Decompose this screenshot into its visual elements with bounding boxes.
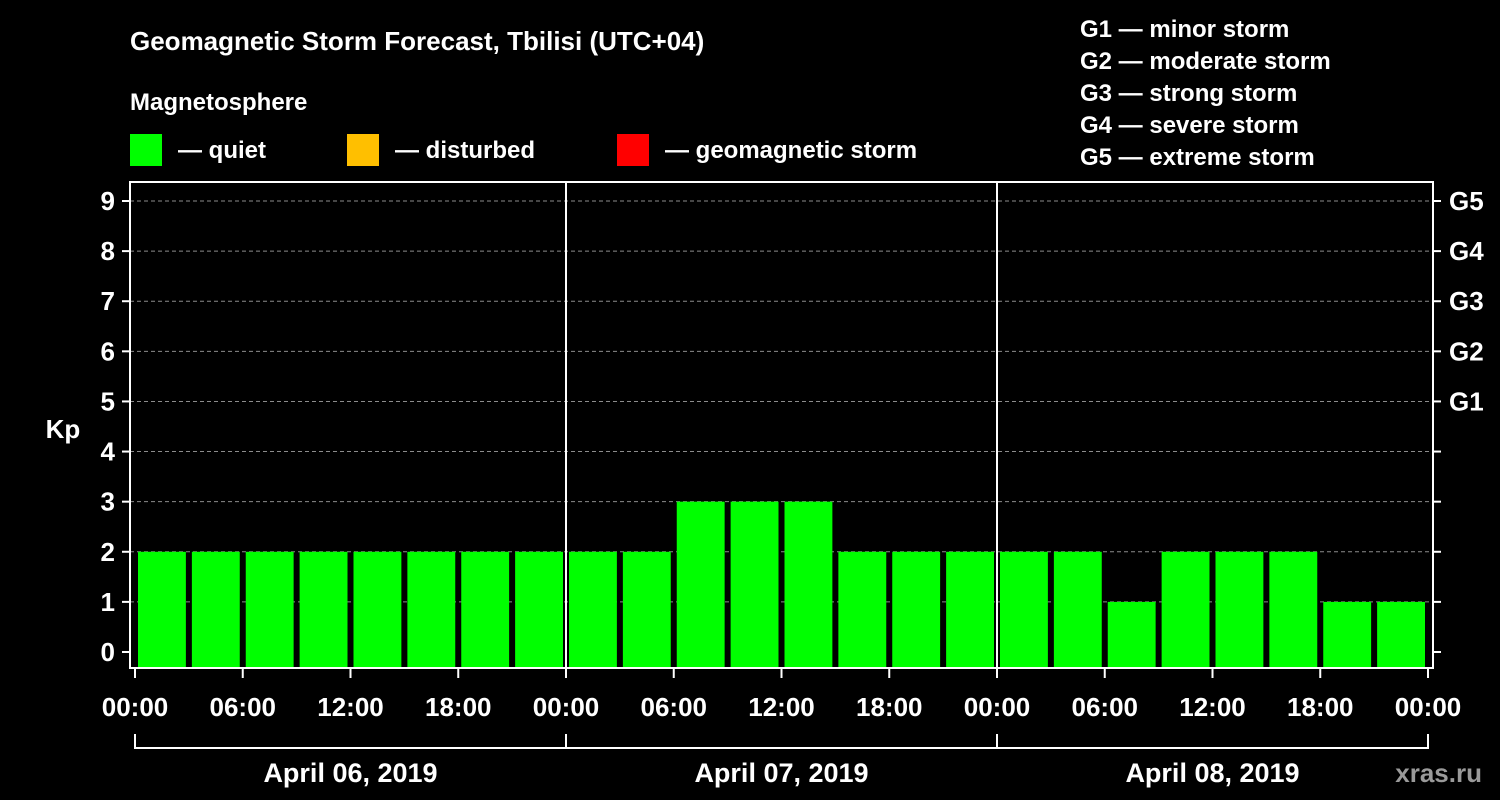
kp-bar-6 xyxy=(407,551,456,668)
y-tick-label-5: 5 xyxy=(101,386,115,416)
legend-swatch-storm xyxy=(617,134,649,166)
legend: — quiet — disturbed — geomagnetic storm xyxy=(130,134,917,166)
kp-bar-14 xyxy=(838,551,887,668)
x-tick-label-4: 00:00 xyxy=(533,692,600,722)
x-tick-label-3: 18:00 xyxy=(425,692,492,722)
kp-bar-5 xyxy=(353,551,402,668)
kp-bar-15 xyxy=(892,551,941,668)
x-tick-label-0: 00:00 xyxy=(102,692,169,722)
x-tick-label-10: 12:00 xyxy=(1179,692,1246,722)
kp-bar-18 xyxy=(1053,551,1102,668)
x-tick-label-9: 06:00 xyxy=(1072,692,1139,722)
storm-scale-legend: G1 — minor storm G2 — moderate storm G3 … xyxy=(1080,16,1331,171)
storm-level-label-g5: G5 xyxy=(1449,186,1484,216)
y-axis-label: Kp xyxy=(46,414,81,444)
storm-level-label-g4: G4 xyxy=(1449,236,1484,266)
y-tick-label-0: 0 xyxy=(101,637,115,667)
storm-scale-g2: G2 — moderate storm xyxy=(1080,48,1331,75)
legend-label-quiet: — quiet xyxy=(178,137,266,164)
storm-level-label-g3: G3 xyxy=(1449,286,1484,316)
day-label-0: April 06, 2019 xyxy=(263,758,437,788)
x-tick-label-7: 18:00 xyxy=(856,692,923,722)
y-tick-label-2: 2 xyxy=(101,537,115,567)
legend-label-storm: — geomagnetic storm xyxy=(665,137,917,164)
kp-bar-24 xyxy=(1377,601,1425,668)
bars xyxy=(138,501,1425,668)
storm-level-label-g2: G2 xyxy=(1449,336,1484,366)
x-tick-label-11: 18:00 xyxy=(1287,692,1354,722)
y-tick-label-1: 1 xyxy=(101,587,115,617)
kp-bar-4 xyxy=(299,551,348,668)
kp-bar-17 xyxy=(1000,551,1048,668)
storm-scale-g4: G4 — severe storm xyxy=(1080,112,1299,139)
legend-title: Magnetosphere xyxy=(130,89,307,116)
x-tick-label-8: 00:00 xyxy=(964,692,1031,722)
storm-level-ticks: G1 G2 G3 G4 G5 xyxy=(1433,186,1484,653)
day-label-2: April 08, 2019 xyxy=(1125,758,1299,788)
x-tick-label-1: 06:00 xyxy=(210,692,277,722)
x-tick-label-5: 06:00 xyxy=(641,692,708,722)
y-tick-label-3: 3 xyxy=(101,487,115,517)
chart-title: Geomagnetic Storm Forecast, Tbilisi (UTC… xyxy=(130,26,704,56)
y-tick-label-8: 8 xyxy=(101,236,115,266)
y-tick-label-9: 9 xyxy=(101,186,115,216)
kp-bar-22 xyxy=(1269,551,1318,668)
kp-bar-7 xyxy=(461,551,510,668)
kp-bar-2 xyxy=(191,551,240,668)
kp-bar-19 xyxy=(1107,601,1156,668)
kp-bar-20 xyxy=(1161,551,1210,668)
legend-label-disturbed: — disturbed xyxy=(395,137,535,164)
kp-bar-13 xyxy=(784,501,833,668)
storm-scale-g1: G1 — minor storm xyxy=(1080,16,1289,43)
day-axis: April 06, 2019 April 07, 2019 April 08, 20… xyxy=(134,734,1429,788)
kp-bar-1 xyxy=(138,551,186,668)
kp-bar-3 xyxy=(245,551,294,668)
storm-scale-g3: G3 — strong storm xyxy=(1080,80,1297,107)
x-axis-ticks: 00:00 06:00 12:00 18:00 00:00 06:00 12:00 18:00… xyxy=(102,668,1462,722)
kp-bar-23 xyxy=(1323,601,1372,668)
storm-scale-g5: G5 — extreme storm xyxy=(1080,144,1315,171)
kp-bar-10 xyxy=(622,551,671,668)
day-label-1: April 07, 2019 xyxy=(694,758,868,788)
kp-bar-21 xyxy=(1215,551,1264,668)
x-tick-label-2: 12:00 xyxy=(317,692,384,722)
kp-bar-12 xyxy=(730,501,779,668)
y-tick-label-6: 6 xyxy=(101,336,115,366)
x-tick-label-12: 00:00 xyxy=(1395,692,1462,722)
watermark: xras.ru xyxy=(1395,758,1482,788)
legend-swatch-disturbed xyxy=(347,134,379,166)
kp-bar-16 xyxy=(946,551,994,668)
x-tick-label-6: 12:00 xyxy=(748,692,815,722)
storm-level-label-g1: G1 xyxy=(1449,386,1484,416)
y-tick-label-7: 7 xyxy=(101,286,115,316)
gridlines xyxy=(130,200,1433,603)
kp-bar-11 xyxy=(676,501,725,668)
y-axis-ticks: 0 1 2 3 4 5 6 7 8 9 xyxy=(101,186,130,667)
kp-bar-8 xyxy=(515,551,563,668)
y-tick-label-4: 4 xyxy=(101,437,116,467)
legend-swatch-quiet xyxy=(130,134,162,166)
day-separators xyxy=(565,182,998,668)
kp-bar-9 xyxy=(569,551,617,668)
